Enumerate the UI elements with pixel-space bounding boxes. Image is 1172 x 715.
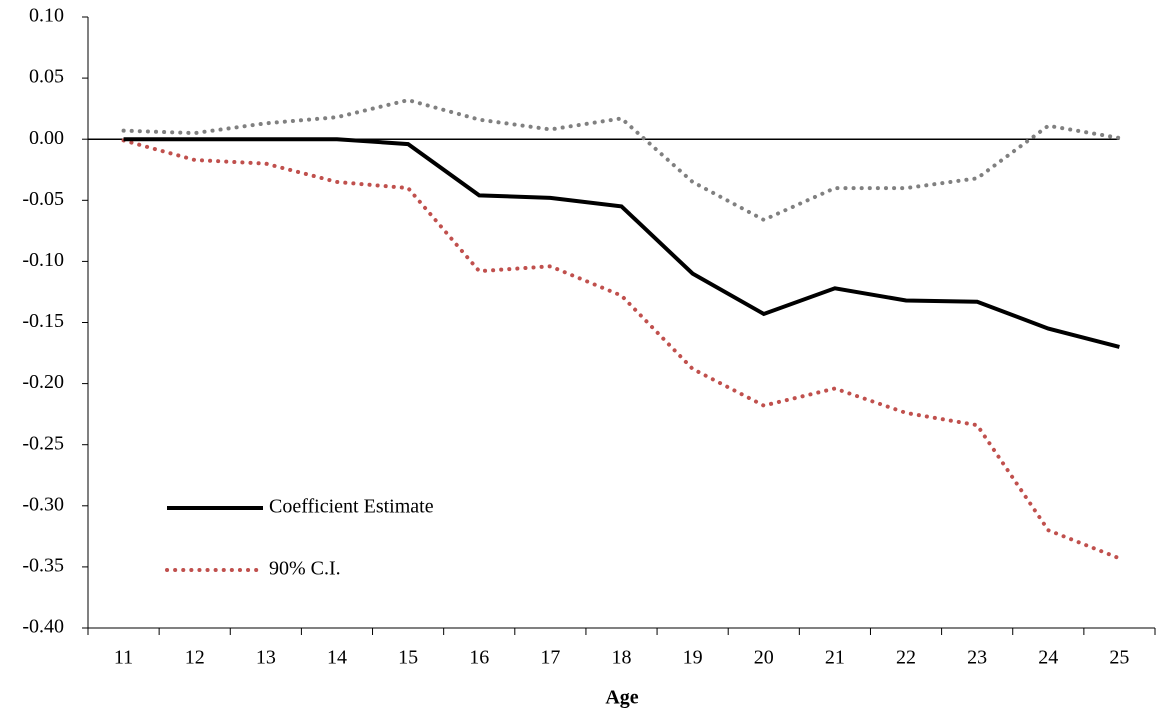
legend-label: Coefficient Estimate bbox=[269, 496, 434, 518]
series-line bbox=[121, 138, 1122, 561]
x-tick-label: 16 bbox=[469, 647, 489, 669]
x-tick-label: 23 bbox=[967, 647, 987, 669]
x-tick-label: 22 bbox=[896, 647, 916, 669]
x-tick-label: 24 bbox=[1038, 647, 1058, 669]
y-tick-label: 0.00 bbox=[29, 127, 64, 149]
y-tick-label: -0.35 bbox=[22, 554, 64, 576]
x-tick-label: 11 bbox=[114, 647, 133, 669]
x-tick-label: 13 bbox=[256, 647, 276, 669]
x-tick-label: 19 bbox=[683, 647, 703, 669]
y-tick-label: -0.30 bbox=[22, 493, 64, 515]
y-tick-label: 0.10 bbox=[29, 5, 64, 27]
x-tick-label: 15 bbox=[398, 647, 418, 669]
y-tick-label: -0.05 bbox=[22, 188, 64, 210]
x-axis-label: Age bbox=[605, 687, 638, 709]
series-line bbox=[123, 137, 1120, 349]
series-line bbox=[121, 98, 1122, 223]
y-tick-label: 0.05 bbox=[29, 66, 64, 88]
x-tick-label: 12 bbox=[185, 647, 205, 669]
y-tick-label: -0.25 bbox=[22, 432, 64, 454]
y-tick-label: -0.20 bbox=[22, 371, 64, 393]
y-tick-label: -0.15 bbox=[22, 310, 64, 332]
x-tick-label: 17 bbox=[540, 647, 560, 669]
y-tick-label: -0.10 bbox=[22, 249, 64, 271]
x-tick-label: 25 bbox=[1109, 647, 1129, 669]
x-tick-label: 14 bbox=[327, 647, 347, 669]
legend-label: 90% C.I. bbox=[269, 558, 341, 580]
x-tick-label: 20 bbox=[754, 647, 774, 669]
x-tick-label: 18 bbox=[612, 647, 632, 669]
x-tick-label: 21 bbox=[825, 647, 845, 669]
y-tick-label: -0.40 bbox=[22, 616, 64, 638]
